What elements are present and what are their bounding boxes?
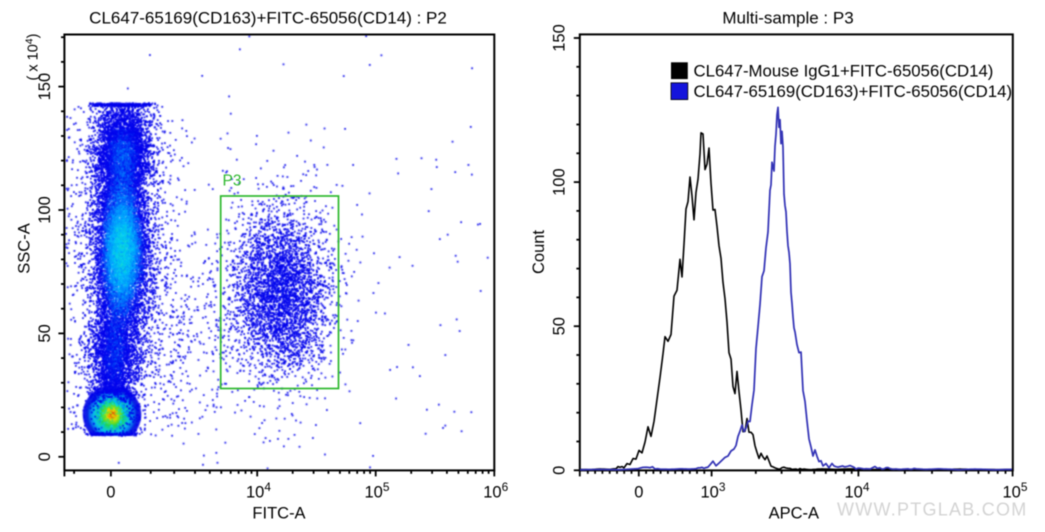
svg-text:FITC-A: FITC-A [252, 505, 305, 523]
svg-text:CL647-Mouse IgG1+FITC-65056(CD: CL647-Mouse IgG1+FITC-65056(CD14) [694, 62, 994, 81]
svg-text:CL647-65169(CD163)+FITC-65056(: CL647-65169(CD163)+FITC-65056(CD14) [694, 82, 1013, 101]
svg-text:50: 50 [551, 317, 569, 335]
svg-text:106: 106 [483, 480, 508, 502]
svg-text:WWW.PTGLAB.COM: WWW.PTGLAB.COM [837, 500, 1028, 520]
svg-text:Multi-sample : P3: Multi-sample : P3 [722, 8, 853, 27]
svg-text:Count: Count [530, 230, 548, 274]
svg-text:APC-A: APC-A [769, 505, 819, 523]
svg-text:105: 105 [365, 480, 390, 502]
svg-text:100: 100 [551, 168, 569, 196]
svg-text:104: 104 [246, 480, 271, 502]
svg-text:P3: P3 [223, 173, 242, 190]
svg-text:0: 0 [106, 483, 115, 501]
svg-text:SSC-A: SSC-A [16, 223, 34, 273]
svg-text:100: 100 [36, 196, 54, 224]
svg-text:( x 104): ( x 104) [24, 34, 42, 81]
svg-text:103: 103 [701, 480, 726, 502]
svg-text:50: 50 [36, 324, 54, 342]
svg-text:150: 150 [36, 73, 54, 101]
svg-text:0: 0 [551, 466, 569, 475]
svg-text:150: 150 [551, 24, 569, 52]
svg-text:104: 104 [845, 480, 870, 502]
svg-text:0: 0 [634, 483, 643, 501]
svg-text:105: 105 [1003, 480, 1028, 502]
svg-text:0: 0 [36, 452, 54, 461]
svg-text:CL647-65169(CD163)+FITC-65056(: CL647-65169(CD163)+FITC-65056(CD14) : P2 [89, 8, 447, 27]
